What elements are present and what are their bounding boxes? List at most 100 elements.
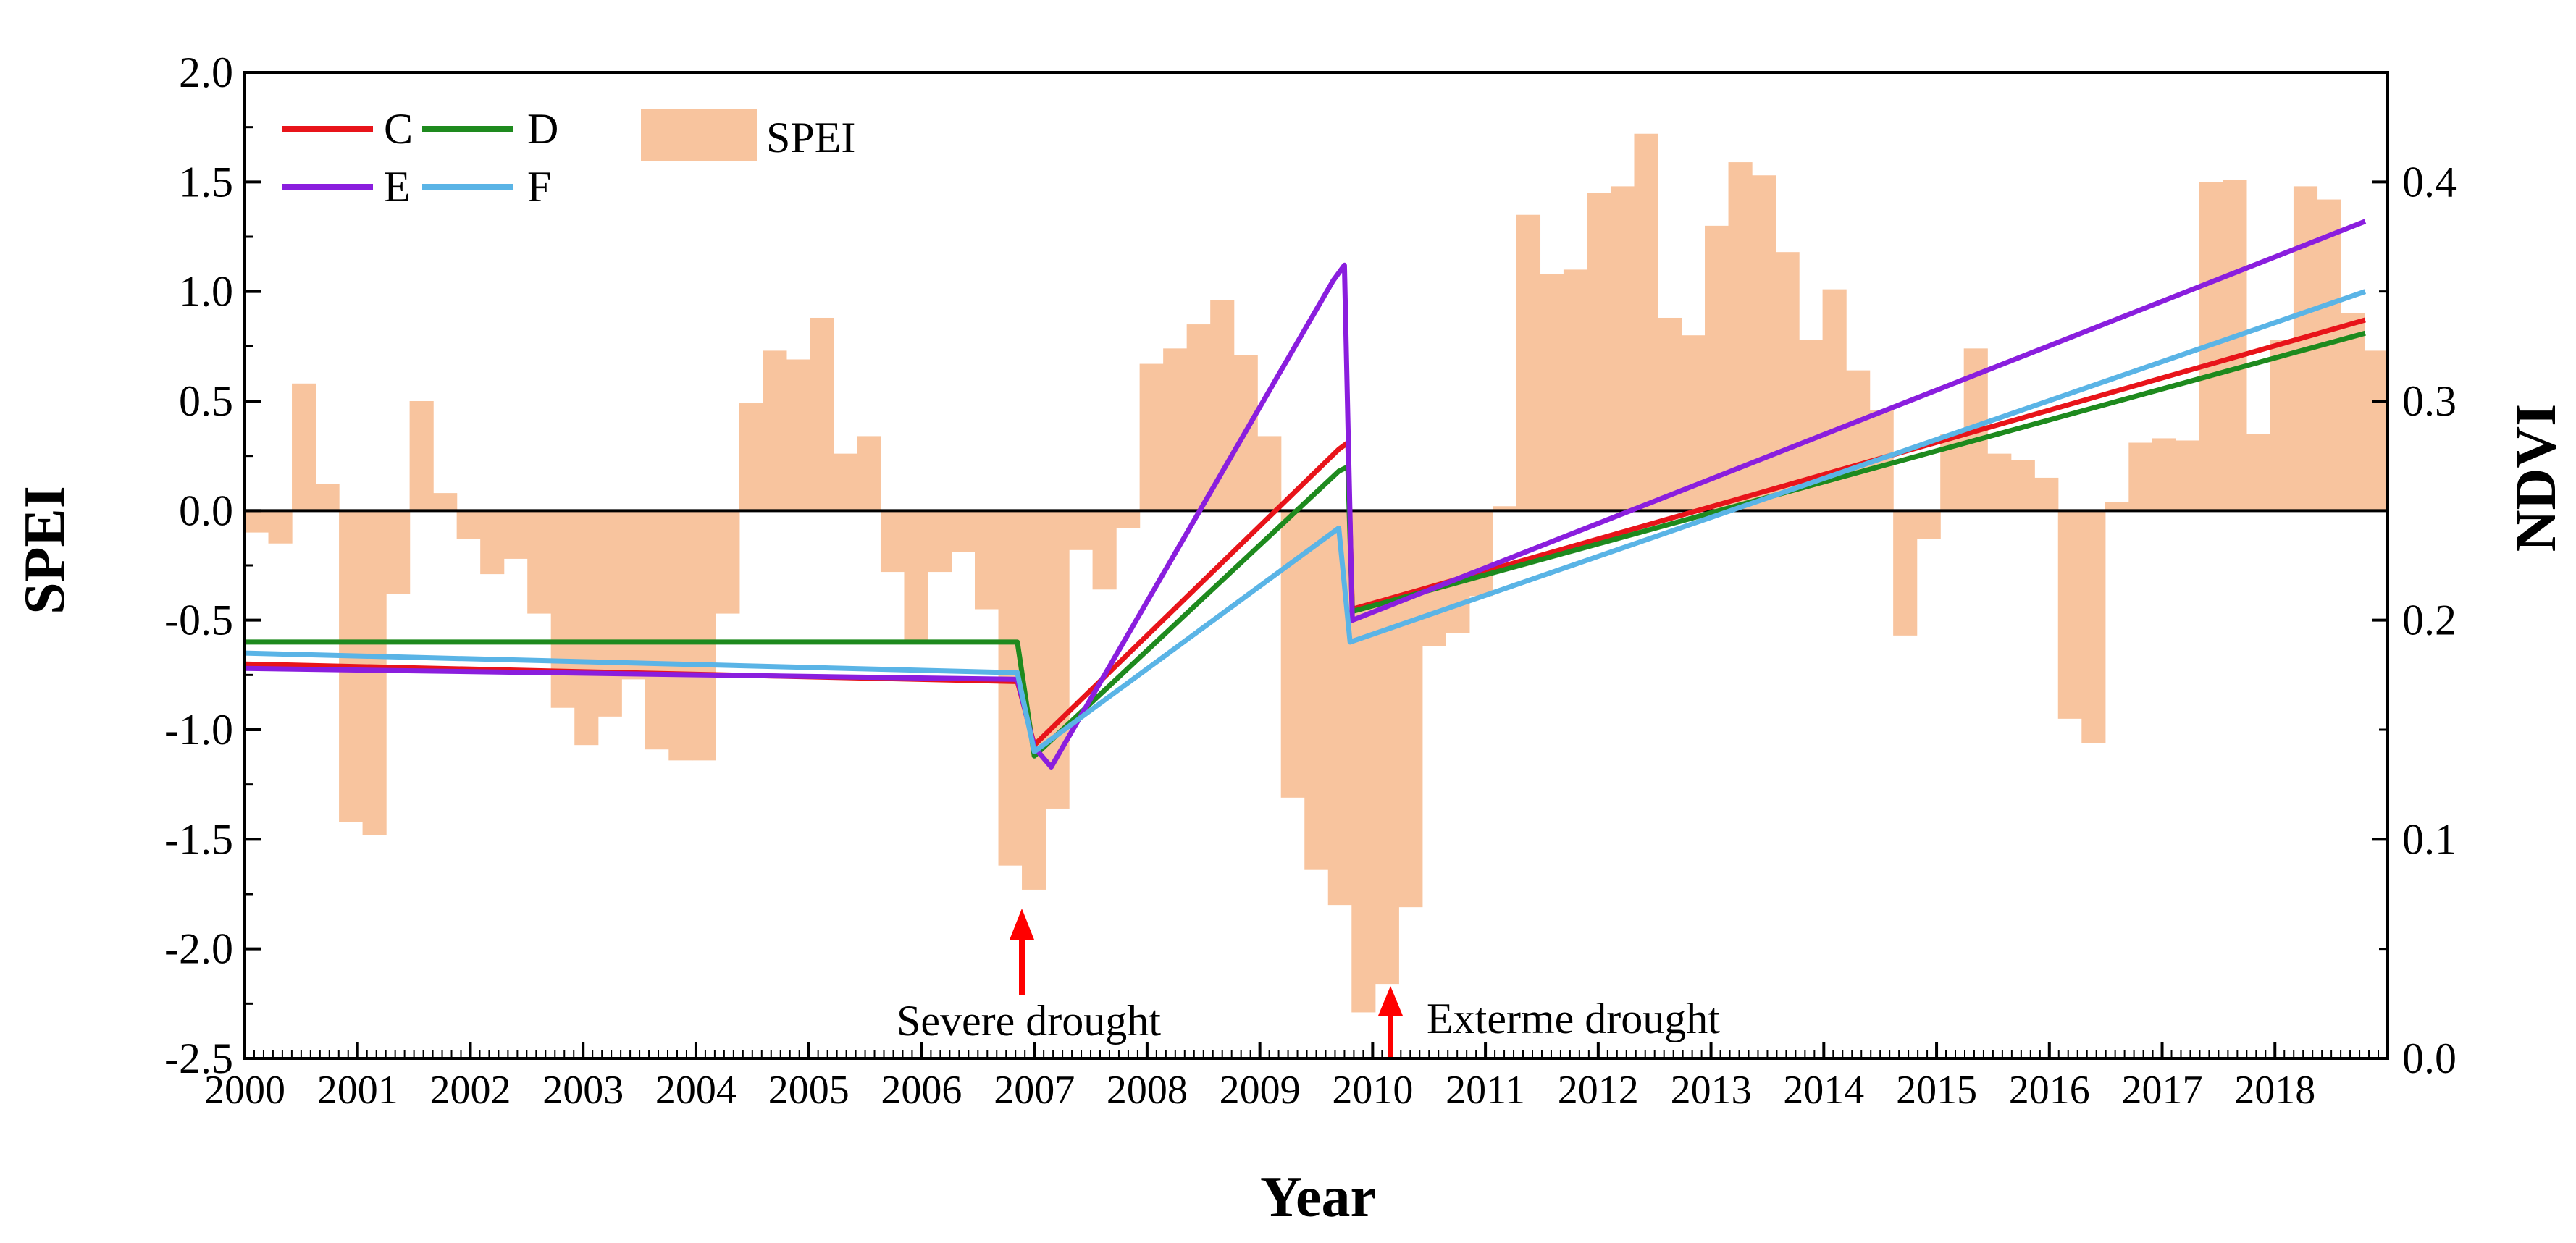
spei-bar [1893, 510, 1918, 636]
left-tick-label: -1.5 [164, 815, 233, 863]
spei-bar [315, 484, 340, 511]
spei-bar [1186, 324, 1211, 511]
left-tick-label: -0.5 [164, 597, 233, 644]
spei-bar [2034, 477, 2059, 511]
spei-bar [1375, 510, 1399, 985]
right-tick-label: 0.0 [2402, 1035, 2457, 1082]
spei-bar [1304, 510, 1329, 870]
spei-bar [1987, 453, 2012, 511]
spei-bar [2105, 502, 2129, 511]
x-tick-label: 2004 [655, 1068, 737, 1113]
extreme-drought-arrow-head [1378, 986, 1403, 1016]
spei-bar [433, 493, 458, 511]
x-tick-label: 2005 [768, 1068, 849, 1113]
x-tick-label: 2008 [1107, 1068, 1188, 1113]
spei-bar [1563, 269, 1588, 511]
x-tick-label: 2003 [542, 1068, 624, 1113]
spei-bar [409, 401, 434, 511]
x-tick-label: 2018 [2234, 1068, 2315, 1113]
spei-bar [880, 510, 905, 573]
right-axis: 0.4 0.3 0.2 0.1 0.0 [2372, 71, 2457, 1082]
spei-bar [739, 403, 763, 511]
spei-bar [621, 510, 646, 680]
spei-bar [1327, 510, 1352, 906]
legend: C D E F SPEI [282, 105, 855, 211]
annotations: Severe drought Exterme drought [897, 909, 1720, 1057]
right-tick-label: 0.3 [2402, 377, 2457, 425]
x-tick-label: 2013 [1671, 1068, 1752, 1113]
spei-bar [2223, 180, 2247, 511]
spei-bar [1728, 162, 1753, 511]
spei-bar [268, 510, 293, 544]
left-axis: 2.0 1.5 1.0 0.5 0.0 -0.5 -1.0 -1.5 -2.0 -2.5 [164, 49, 261, 1082]
x-tick-label: 2016 [2009, 1068, 2090, 1113]
spei-bar [386, 510, 411, 594]
spei-bar [1846, 370, 1871, 511]
x-tick-label: 2000 [204, 1068, 285, 1113]
spei-bar [2081, 510, 2106, 743]
ndvi-lines [244, 219, 2367, 770]
right-tick-label: 0.1 [2402, 815, 2457, 863]
x-tick-label: 2002 [430, 1068, 511, 1113]
x-tick-label: 2001 [317, 1068, 398, 1113]
spei-bar [1257, 436, 1282, 511]
spei-bar [833, 453, 858, 511]
spei-bar [786, 359, 810, 511]
legend-label-spei: SPEI [766, 114, 855, 161]
spei-bar [927, 510, 952, 573]
legend-label-c: C [384, 105, 413, 153]
x-axis: 2000 2001 2002 2003 2004 2005 2006 2007 2008 2009… [204, 1042, 2389, 1113]
spei-bar [456, 510, 481, 539]
spei-bar [1163, 348, 1188, 511]
spei-bar [1139, 363, 1164, 511]
spei-bar [1446, 510, 1470, 633]
x-tick-label: 2009 [1220, 1068, 1301, 1113]
x-tick-label: 2015 [1896, 1068, 1977, 1113]
spei-bar [1516, 214, 1541, 511]
spei-bar [1493, 506, 1517, 511]
legend-label-f: F [527, 163, 551, 211]
x-tick-label: 2011 [1446, 1068, 1525, 1113]
spei-bar [597, 510, 622, 717]
x-tick-label: 2006 [881, 1068, 962, 1113]
spei-bar [975, 510, 999, 610]
spei-bar [763, 350, 787, 511]
spei-bar [245, 510, 269, 533]
right-axis-title: NDVI [2504, 404, 2568, 552]
spei-bar [2364, 350, 2388, 511]
legend-swatch-spei [641, 109, 757, 161]
spei-bar [480, 510, 505, 575]
severe-drought-label: Severe drought [897, 997, 1161, 1045]
x-axis-title: Year [1260, 1166, 1376, 1229]
spei-bar [1916, 510, 1941, 539]
spei-bar [1210, 300, 1235, 511]
ndvi-line-f [244, 289, 2367, 754]
left-axis-title: SPEI [13, 486, 77, 615]
spei-bar [1069, 510, 1094, 550]
left-tick-label: 1.5 [179, 158, 233, 206]
spei-bar [550, 510, 575, 708]
spei-bar [2128, 442, 2153, 511]
spei-bar [2176, 440, 2200, 511]
left-tick-label: 1.0 [179, 268, 233, 316]
spei-bar [1775, 252, 1800, 511]
right-tick-label: 0.4 [2402, 158, 2457, 206]
left-tick-label: -1.0 [164, 706, 233, 754]
spei-bar [810, 317, 834, 511]
spei-bar [1587, 193, 1611, 511]
spei-bar [1610, 186, 1635, 511]
right-tick-label: 0.2 [2402, 597, 2457, 644]
spei-bar [1351, 510, 1376, 1013]
spei-bar [1422, 510, 1446, 646]
spei-bar [1657, 317, 1682, 511]
spei-bar [1092, 510, 1117, 590]
spei-bar [645, 510, 669, 750]
x-tick-label: 2007 [994, 1068, 1075, 1113]
spei-bar [2010, 460, 2035, 511]
spei-bar [527, 510, 552, 614]
spei-bar [692, 510, 716, 761]
spei-bar [2340, 313, 2365, 511]
severe-drought-arrow-head [1010, 909, 1034, 940]
spei-bar [1540, 274, 1564, 511]
